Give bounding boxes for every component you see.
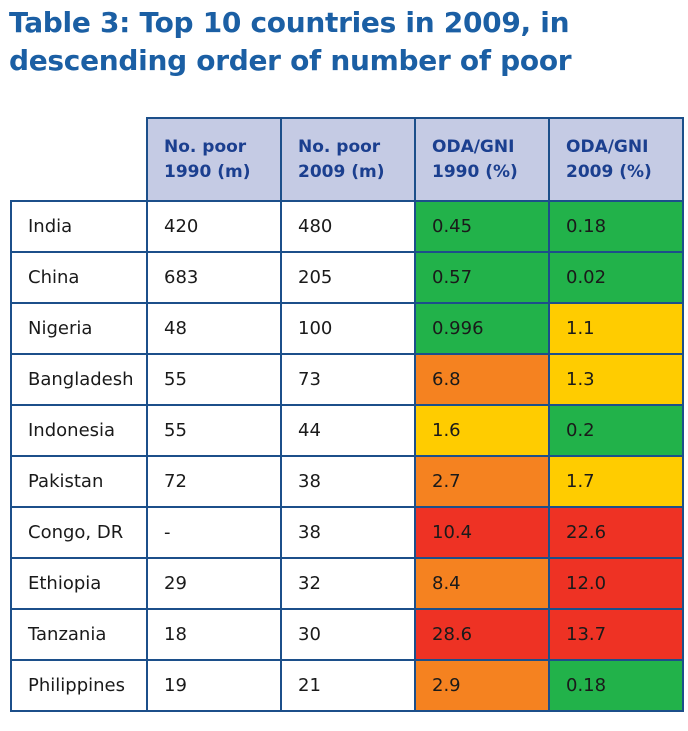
oda-1990-cell: 8.4	[414, 557, 550, 610]
poor-2009-cell: 38	[280, 506, 416, 559]
table-row: Pakistan 72 38 2.7 1.7	[10, 455, 684, 508]
oda-1990-cell: 6.8	[414, 353, 550, 406]
country-cell: Tanzania	[10, 608, 148, 661]
table-body: India 420 480 0.45 0.18 China 683 205 0.57 0.02 Ni…	[10, 200, 684, 712]
oda-1990-cell: 10.4	[414, 506, 550, 559]
oda-2009-cell: 1.7	[548, 455, 684, 508]
oda-2009-cell: 1.1	[548, 302, 684, 355]
poor-1990-cell: 55	[146, 404, 282, 457]
poor-2009-cell: 100	[280, 302, 416, 355]
oda-1990-cell: 0.45	[414, 200, 550, 253]
poor-1990-cell: -	[146, 506, 282, 559]
country-cell: Pakistan	[10, 455, 148, 508]
table-row: Indonesia 55 44 1.6 0.2	[10, 404, 684, 457]
oda-2009-cell: 12.0	[548, 557, 684, 610]
oda-1990-cell: 0.57	[414, 251, 550, 304]
poverty-table: No. poor 1990 (m) No. poor 2009 (m) ODA/…	[10, 117, 684, 712]
country-cell: Indonesia	[10, 404, 148, 457]
header-row: No. poor 1990 (m) No. poor 2009 (m) ODA/…	[11, 117, 684, 202]
oda-2009-cell: 0.2	[548, 404, 684, 457]
oda-1990-cell: 0.996	[414, 302, 550, 355]
table-row: Tanzania 18 30 28.6 13.7	[10, 608, 684, 661]
country-cell: Congo, DR	[10, 506, 148, 559]
poor-2009-cell: 32	[280, 557, 416, 610]
oda-1990-cell: 28.6	[414, 608, 550, 661]
oda-2009-cell: 0.02	[548, 251, 684, 304]
oda-2009-cell: 22.6	[548, 506, 684, 559]
oda-2009-cell: 1.3	[548, 353, 684, 406]
header-oda-2009: ODA/GNI 2009 (%)	[548, 117, 684, 202]
table-row: Ethiopia 29 32 8.4 12.0	[10, 557, 684, 610]
country-cell: India	[10, 200, 148, 253]
country-cell: Nigeria	[10, 302, 148, 355]
country-cell: Bangladesh	[10, 353, 148, 406]
oda-2009-cell: 0.18	[548, 200, 684, 253]
poor-2009-cell: 480	[280, 200, 416, 253]
header-poor-1990: No. poor 1990 (m)	[146, 117, 282, 202]
poor-1990-cell: 683	[146, 251, 282, 304]
poor-2009-cell: 73	[280, 353, 416, 406]
poor-1990-cell: 48	[146, 302, 282, 355]
country-cell: Ethiopia	[10, 557, 148, 610]
header-poor-2009: No. poor 2009 (m)	[280, 117, 416, 202]
corner-cell	[11, 118, 148, 202]
table-title: Table 3: Top 10 countries in 2009, in de…	[9, 6, 572, 77]
poor-2009-cell: 38	[280, 455, 416, 508]
table-row: China 683 205 0.57 0.02	[10, 251, 684, 304]
header-oda-1990: ODA/GNI 1990 (%)	[414, 117, 550, 202]
oda-1990-cell: 2.7	[414, 455, 550, 508]
poor-2009-cell: 21	[280, 659, 416, 712]
poor-1990-cell: 29	[146, 557, 282, 610]
country-cell: Philippines	[10, 659, 148, 712]
poor-1990-cell: 72	[146, 455, 282, 508]
table-row: India 420 480 0.45 0.18	[10, 200, 684, 253]
country-cell: China	[10, 251, 148, 304]
table-row: Bangladesh 55 73 6.8 1.3	[10, 353, 684, 406]
oda-1990-cell: 2.9	[414, 659, 550, 712]
poor-1990-cell: 18	[146, 608, 282, 661]
table-row: Philippines 19 21 2.9 0.18	[10, 659, 684, 712]
poor-2009-cell: 30	[280, 608, 416, 661]
poor-1990-cell: 55	[146, 353, 282, 406]
poor-1990-cell: 19	[146, 659, 282, 712]
poor-2009-cell: 205	[280, 251, 416, 304]
table-row: Congo, DR -38 10.4 22.6	[10, 506, 684, 559]
poor-1990-cell: 420	[146, 200, 282, 253]
table-row: Nigeria 48 100 0.996 1.1	[10, 302, 684, 355]
oda-1990-cell: 1.6	[414, 404, 550, 457]
poor-2009-cell: 44	[280, 404, 416, 457]
oda-2009-cell: 13.7	[548, 608, 684, 661]
oda-2009-cell: 0.18	[548, 659, 684, 712]
